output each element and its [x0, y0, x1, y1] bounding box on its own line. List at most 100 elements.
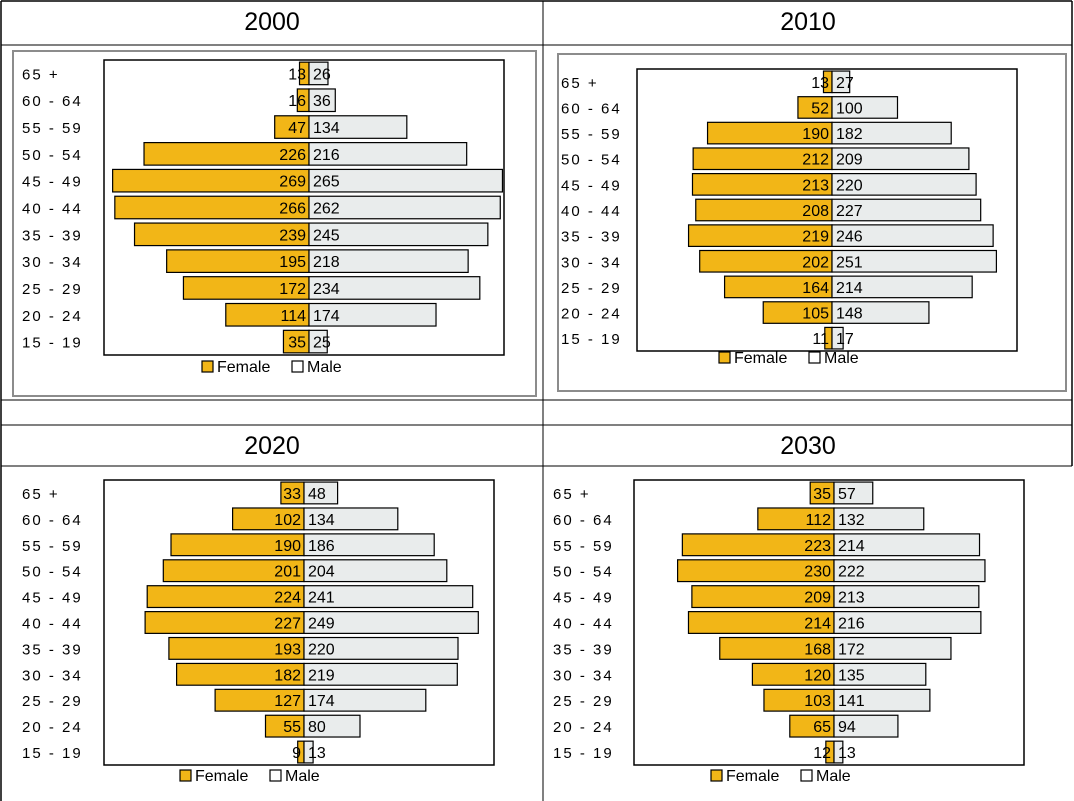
age-group-label: 45 - 49	[553, 590, 614, 607]
age-group-label: 50 - 54	[553, 564, 614, 581]
female-value-label: 102	[274, 512, 301, 529]
male-bar	[308, 249, 469, 273]
male-value-label: 27	[836, 75, 854, 92]
age-group-label: 25 - 29	[553, 693, 614, 710]
female-value-label: 114	[280, 308, 306, 325]
legend-female-swatch	[179, 769, 192, 782]
age-group-label: 40 - 44	[22, 201, 83, 218]
age-group-label: 50 - 54	[22, 147, 83, 164]
female-value-label: 33	[283, 486, 301, 503]
female-value-label: 190	[274, 538, 301, 555]
age-group-label: 20 - 24	[553, 719, 614, 736]
male-value-label: 241	[308, 590, 335, 607]
male-bar	[308, 302, 437, 327]
female-value-label: 213	[802, 177, 829, 194]
male-bar	[308, 222, 489, 247]
age-group-label: 55 - 59	[553, 538, 614, 555]
female-value-label: 266	[279, 201, 306, 218]
age-group-label: 35 - 39	[561, 229, 622, 246]
legend-male-swatch	[269, 769, 282, 782]
age-group-label: 20 - 24	[22, 308, 83, 325]
male-value-label: 246	[836, 229, 863, 246]
male-bar	[833, 559, 986, 583]
male-value-label: 227	[836, 203, 863, 220]
male-bar	[308, 168, 504, 193]
female-value-label: 190	[802, 126, 829, 143]
female-value-label: 13	[811, 75, 829, 92]
male-value-label: 245	[313, 227, 340, 244]
age-group-label: 35 - 39	[22, 641, 83, 658]
age-group-label: 65 +	[22, 486, 60, 503]
legend-male-label: Male	[285, 768, 320, 785]
female-value-label: 202	[802, 254, 829, 271]
male-value-label: 222	[838, 564, 865, 581]
age-group-label: 65 +	[553, 486, 591, 503]
age-group-label: 15 - 19	[22, 745, 83, 762]
male-bar	[833, 585, 980, 609]
female-value-label: 120	[804, 667, 831, 684]
male-bar	[833, 688, 931, 712]
male-value-label: 94	[838, 719, 856, 736]
male-value-label: 216	[313, 147, 340, 164]
male-bar	[303, 714, 361, 738]
age-group-label: 60 - 64	[22, 512, 83, 529]
legend: Female Male	[718, 350, 859, 367]
male-value-label: 220	[308, 641, 335, 658]
male-value-label: 36	[313, 93, 331, 110]
male-value-label: 26	[313, 66, 331, 83]
male-value-label: 25	[313, 335, 331, 352]
female-value-label: 103	[804, 693, 831, 710]
female-value-label: 195	[279, 254, 306, 271]
male-value-label: 148	[836, 306, 863, 323]
male-bar	[831, 249, 998, 273]
male-value-label: 214	[836, 280, 863, 297]
male-value-label: 209	[836, 152, 863, 169]
male-value-label: 218	[313, 254, 340, 271]
legend: Female Male	[179, 768, 320, 785]
age-group-label: 15 - 19	[22, 335, 83, 352]
male-value-label: 262	[313, 201, 340, 218]
female-value-label: 201	[274, 564, 301, 581]
population-pyramid-2000: 65 + 13 26 60 - 64 16 36 55 - 59 47 134 50 - 54 22…	[12, 50, 537, 397]
male-value-label: 132	[838, 512, 865, 529]
male-value-label: 57	[838, 486, 856, 503]
female-value-label: 13	[288, 66, 306, 83]
male-value-label: 135	[838, 667, 865, 684]
male-value-label: 214	[838, 538, 865, 555]
male-bar	[308, 276, 481, 300]
age-group-label: 65 +	[22, 66, 60, 83]
male-bar	[831, 275, 973, 299]
age-group-label: 30 - 34	[22, 254, 83, 271]
female-value-label: 193	[274, 641, 301, 658]
male-bar	[833, 636, 952, 660]
legend-male-swatch	[291, 360, 304, 373]
female-value-label: 269	[279, 174, 306, 191]
male-bar	[831, 172, 977, 196]
age-group-label: 35 - 39	[553, 641, 614, 658]
female-value-label: 182	[274, 667, 301, 684]
male-bar	[303, 688, 427, 712]
age-group-label: 20 - 24	[561, 306, 622, 323]
female-value-label: 35	[813, 486, 831, 503]
age-group-label: 30 - 34	[561, 254, 622, 271]
legend-male-label: Male	[307, 359, 342, 376]
male-bar	[831, 96, 899, 119]
female-value-label: 230	[804, 564, 831, 581]
male-value-label: 134	[308, 512, 335, 529]
male-value-label: 100	[836, 100, 863, 117]
male-value-label: 182	[836, 126, 863, 143]
age-group-label: 50 - 54	[22, 564, 83, 581]
female-value-label: 65	[813, 719, 831, 736]
male-value-label: 216	[838, 616, 865, 633]
female-value-label: 214	[804, 616, 831, 633]
female-value-label: 226	[279, 147, 306, 164]
female-value-label: 16	[288, 93, 306, 110]
legend-male-swatch	[800, 769, 813, 782]
male-bar	[831, 301, 930, 324]
male-value-label: 134	[313, 120, 340, 137]
age-group-label: 50 - 54	[561, 152, 622, 169]
male-bar	[308, 329, 328, 354]
male-value-label: 174	[308, 693, 335, 710]
female-value-label: 208	[802, 203, 829, 220]
age-group-label: 40 - 44	[561, 203, 622, 220]
